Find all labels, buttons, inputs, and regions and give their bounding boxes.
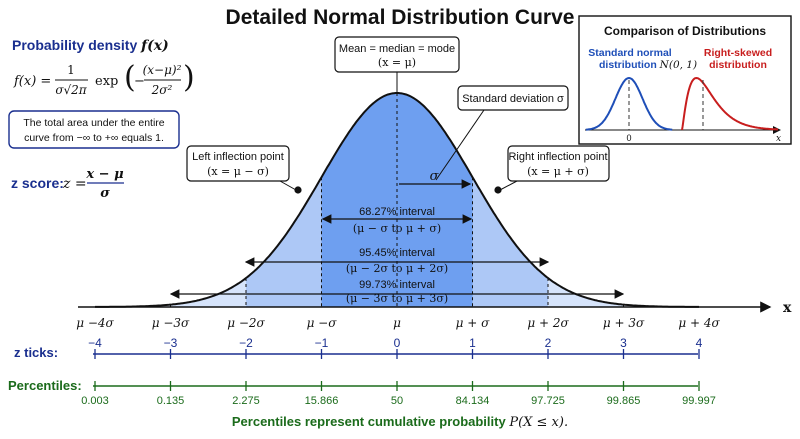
percentile-tick-label: 99.865 — [607, 395, 641, 407]
area-note-line1: The total area under the entire — [23, 117, 164, 129]
mean-callout-line2: (x = μ) — [378, 56, 416, 69]
left-inflection-line1: Left inflection point — [192, 151, 284, 163]
bell-curve — [95, 92, 699, 308]
percentile-tick-label: 99.997 — [682, 395, 716, 407]
percentile-tick-label: 84.134 — [456, 395, 490, 407]
formula-numerator: 1 — [67, 63, 75, 77]
x-tick-label: μ −2σ — [227, 316, 265, 330]
right-inflection-callout: Right inflection point (x = μ + σ) — [494, 145, 610, 194]
percentile-tick-label: 2.275 — [232, 395, 260, 407]
percentiles-footnote: Percentiles represent cumulative probabi… — [232, 414, 568, 430]
percentile-tick-label: 0.003 — [81, 395, 109, 407]
band-within-1sd — [321, 93, 473, 307]
inset-right-label2: distribution — [709, 59, 767, 71]
right-inflection-line1: Right inflection point — [508, 151, 607, 163]
density-heading: Probability density f(x) — [12, 37, 169, 54]
z-tick-label: 2 — [545, 336, 552, 350]
inset-title: Comparison of Distributions — [604, 24, 766, 38]
z-tick-label: 4 — [696, 336, 703, 350]
zscore-label: z score: — [11, 175, 64, 191]
area-note: The total area under the entire curve fr… — [8, 110, 180, 149]
page-title: Detailed Normal Distribution Curve — [226, 6, 575, 29]
mean-callout-line1: Mean = median = mode — [339, 43, 455, 55]
formula-lhs: f(x) = — [13, 74, 51, 89]
z-ticks-label: z ticks: — [14, 345, 58, 360]
zscore-denominator: σ — [100, 186, 110, 201]
percentiles-label: Percentiles: — [8, 378, 82, 393]
right-inflection-line2: (x = μ + σ) — [527, 165, 589, 178]
inset-x-label: x — [776, 134, 781, 144]
area-note-line2: curve from −∞ to +∞ equals 1. — [24, 132, 164, 144]
percentile-tick-label: 15.866 — [305, 395, 339, 407]
z-ticks: −4 −3 −2 −1 0 1 2 3 4 — [88, 336, 703, 359]
z-tick-label: 0 — [394, 336, 401, 350]
formula-denominator: σ√2π — [55, 83, 87, 97]
percentile-ticks: 0.003 0.135 2.275 15.866 50 84.134 97.725 99.86… — [81, 381, 716, 407]
interval-99-pct: 99.73% interval — [359, 279, 435, 291]
left-inflection-callout: Left inflection point (x = μ − σ) — [186, 145, 302, 194]
z-tick-label: 3 — [620, 336, 627, 350]
x-axis-ticks: μ −4σ μ −3σ μ −2σ μ −σ μ μ + σ μ + 2σ μ + 3σ μ +… — [76, 316, 720, 330]
percentile-tick-label: 97.725 — [531, 395, 565, 407]
formula-inner-denominator: 2σ² — [151, 83, 173, 97]
left-inflection-dot — [294, 186, 302, 194]
formula-inner-numerator: (x−μ)² — [143, 63, 182, 77]
x-tick-label: μ −4σ — [76, 316, 114, 330]
formula-neg: − — [134, 74, 145, 89]
sd-callout: Standard deviation σ — [435, 85, 569, 181]
left-inflection-line2: (x = μ − σ) — [207, 165, 269, 178]
x-tick-label: μ + 4σ — [678, 316, 720, 330]
z-tick-label: −1 — [315, 336, 329, 350]
interval-95-range: (μ − 2σ to μ + 2σ) — [346, 262, 448, 275]
inset-normal-curve — [585, 76, 673, 131]
right-inflection-dot — [494, 186, 502, 194]
comparison-inset: Comparison of Distributions Standard nor… — [578, 15, 792, 145]
z-tick-label: −4 — [88, 336, 102, 350]
interval-95: 95.45% interval (μ − 2σ to μ + 2σ) — [244, 247, 550, 275]
inset-right-label1: Right-skewed — [704, 47, 772, 59]
inset-skewed-curve — [681, 76, 778, 131]
x-tick-label: μ — [393, 316, 401, 330]
shaded-regions — [95, 93, 699, 307]
x-tick-label: μ −σ — [307, 316, 338, 330]
inset-zero-label: 0 — [626, 133, 631, 143]
zscore-formula: z score: z = x − μ σ — [11, 167, 124, 201]
formula-open-paren: ( — [124, 60, 136, 95]
inset-left-label2: distribution N(0, 1) — [599, 59, 697, 71]
interval-95-pct: 95.45% interval — [359, 247, 435, 259]
z-tick-label: 1 — [469, 336, 476, 350]
zscore-lhs: z = — [62, 176, 87, 192]
interval-99-range: (μ − 3σ to μ + 3σ) — [346, 292, 448, 305]
formula-exp: exp — [95, 74, 118, 89]
z-tick-label: −2 — [239, 336, 253, 350]
z-tick-label: −3 — [164, 336, 178, 350]
percentile-tick-label: 0.135 — [157, 395, 185, 407]
x-tick-label: μ + 3σ — [603, 316, 645, 330]
density-formula-block: Probability density f(x) f(x) = 1 σ√2π e… — [12, 37, 195, 97]
inset-left-label1: Standard normal — [588, 47, 672, 59]
x-tick-label: μ + σ — [456, 316, 490, 330]
interval-68: 68.27% interval (μ − σ to μ + σ) — [321, 206, 473, 235]
x-tick-label: μ + 2σ — [527, 316, 569, 330]
interval-68-range: (μ − σ to μ + σ) — [353, 222, 441, 235]
sigma-arrow-label: σ — [430, 169, 440, 184]
interval-99: 99.73% interval (μ − 3σ to μ + 3σ) — [169, 279, 625, 305]
mean-callout: Mean = median = mode (x = μ) — [334, 36, 460, 92]
x-tick-label: μ −3σ — [152, 316, 190, 330]
percentile-tick-label: 50 — [391, 395, 403, 407]
formula-close-paren: ) — [183, 60, 195, 95]
zscore-numerator: x − μ — [85, 167, 124, 182]
interval-68-pct: 68.27% interval — [359, 206, 435, 218]
sd-callout-label: Standard deviation σ — [462, 93, 564, 105]
x-axis-label: x — [783, 300, 792, 316]
